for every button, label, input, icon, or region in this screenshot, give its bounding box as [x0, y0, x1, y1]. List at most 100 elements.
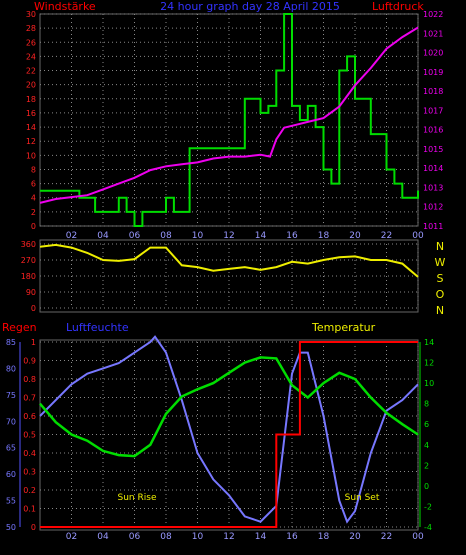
- rain-tick: 0.7: [23, 394, 36, 403]
- wind-tick: 4: [31, 194, 36, 203]
- rain-tick: 0.3: [23, 468, 36, 477]
- temperature-tick: 2: [424, 461, 429, 470]
- rain-tick: 0: [31, 523, 36, 532]
- temperature-axis: -4 -2 0 2 4 6 8 10 12 14: [424, 338, 434, 532]
- rain-tick: 0.5: [23, 431, 36, 440]
- rain-tick: 0.1: [23, 505, 36, 514]
- rain-axis: 0 0.1 0.2 0.3 0.4 0.5 0.6 0.7 0.8 0.9 1: [23, 338, 36, 532]
- temperature-tick: 0: [424, 482, 429, 491]
- pressure-tick: 1022: [423, 10, 443, 19]
- direction-tick: 0: [31, 304, 36, 313]
- humidity-tick: 75: [6, 391, 16, 400]
- bottom-series: [39, 335, 419, 528]
- temperature-tick: 14: [424, 338, 434, 347]
- bot-x-tick: 12: [223, 532, 234, 542]
- humidity-tick: 50: [6, 523, 16, 532]
- wind-line: [40, 13, 419, 227]
- wind-tick: 28: [26, 24, 36, 33]
- temperature-tick: -2: [424, 502, 432, 511]
- humidity-tick: 85: [6, 338, 16, 347]
- top-time-axis: 02 04 06 08 10 12 14 16 18 20 22 00: [66, 231, 424, 241]
- temperature-tick: 6: [424, 420, 429, 429]
- bot-x-tick: 20: [349, 532, 361, 542]
- rain-tick: 0.4: [23, 449, 36, 458]
- pressure-tick: 1016: [423, 126, 443, 135]
- rain-label: Regen: [2, 321, 37, 334]
- top-x-tick: 00: [412, 231, 424, 241]
- bottom-panel: Regen Luftfeuchte Temperatur 00.10.20.30…: [2, 321, 434, 542]
- bottom-time-axis: 02 04 06 08 10 12 14 16 18 20 22 00: [66, 532, 424, 542]
- humidity-axis: 50 55 60 65 70 75 80 85: [6, 338, 16, 532]
- top-x-tick: 20: [349, 231, 361, 241]
- wind-tick: 6: [31, 180, 36, 189]
- bot-x-tick: 06: [129, 532, 141, 542]
- pressure-tick: 1018: [423, 87, 443, 96]
- top-x-tick: 16: [286, 231, 298, 241]
- bot-x-tick: 02: [66, 532, 77, 542]
- compass-letter: N: [436, 240, 444, 253]
- top-series: [39, 13, 419, 227]
- pressure-tick: 1011: [423, 222, 443, 231]
- bot-x-tick: 14: [255, 532, 267, 542]
- top-x-tick: 10: [192, 231, 204, 241]
- compass-letter: N: [436, 304, 444, 317]
- temperature-tick: -4: [424, 523, 432, 532]
- top-x-tick: 12: [223, 231, 234, 241]
- humidity-tick: 80: [6, 364, 16, 373]
- wind-tick: 24: [26, 52, 36, 61]
- wind-tick: 26: [26, 38, 36, 47]
- humidity-label: Luftfeuchte: [66, 321, 129, 334]
- pressure-tick: 1017: [423, 106, 443, 115]
- wind-tick: 22: [26, 67, 36, 76]
- rain-tick: 0.9: [23, 357, 36, 366]
- wind-tick: 20: [26, 81, 36, 90]
- compass-letter: S: [437, 272, 444, 285]
- top-x-tick: 02: [66, 231, 77, 241]
- pressure-tick: 1020: [423, 49, 443, 58]
- humidity-tick: 70: [6, 417, 16, 426]
- top-x-tick: 06: [129, 231, 141, 241]
- wind-tick: 12: [26, 137, 36, 146]
- direction-tick: 360: [21, 240, 36, 249]
- humidity-line: [39, 335, 419, 524]
- direction-tick: 90: [26, 288, 36, 297]
- compass-letter: O: [436, 288, 445, 301]
- temperature-tick: 8: [424, 400, 429, 409]
- rain-tick: 1: [31, 338, 36, 347]
- temperature-tick: 12: [424, 359, 434, 368]
- bot-x-tick: 18: [318, 532, 330, 542]
- pressure-label: Luftdruck: [372, 0, 424, 13]
- top-pressure-axis: 1011 1012 1013 1014 1015 1016 1017 1018 1019 1020…: [423, 10, 443, 231]
- bot-x-tick: 16: [286, 532, 298, 542]
- humidity-tick: 65: [6, 444, 16, 453]
- chart-title: 24 hour graph day 28 April 2015: [160, 0, 340, 13]
- temperature-tick: 10: [424, 379, 434, 388]
- compass-letter: W: [435, 256, 446, 269]
- temperature-line: [39, 356, 419, 458]
- pressure-tick: 1014: [423, 164, 443, 173]
- bot-x-tick: 08: [160, 532, 172, 542]
- mid-direction-axis: 0 90 180 270 360: [21, 240, 36, 313]
- top-x-tick: 04: [97, 231, 109, 241]
- pressure-tick: 1019: [423, 68, 443, 77]
- top-x-tick: 14: [255, 231, 267, 241]
- rain-line: [40, 341, 418, 528]
- pressure-tick: 1015: [423, 145, 443, 154]
- wind-tick: 18: [26, 95, 36, 104]
- wind-label: Windstärke: [34, 0, 96, 13]
- direction-line: [39, 243, 419, 278]
- temperature-tick: 4: [424, 441, 429, 450]
- wind-tick: 14: [26, 123, 36, 132]
- pressure-tick: 1021: [423, 29, 443, 38]
- direction-tick: 180: [21, 272, 36, 281]
- wind-tick: 2: [31, 208, 36, 217]
- bot-x-tick: 22: [381, 532, 392, 542]
- rain-tick: 0.6: [23, 412, 36, 421]
- bot-x-tick: 04: [97, 532, 109, 542]
- pressure-tick: 1012: [423, 203, 443, 212]
- mid-series: [39, 243, 419, 278]
